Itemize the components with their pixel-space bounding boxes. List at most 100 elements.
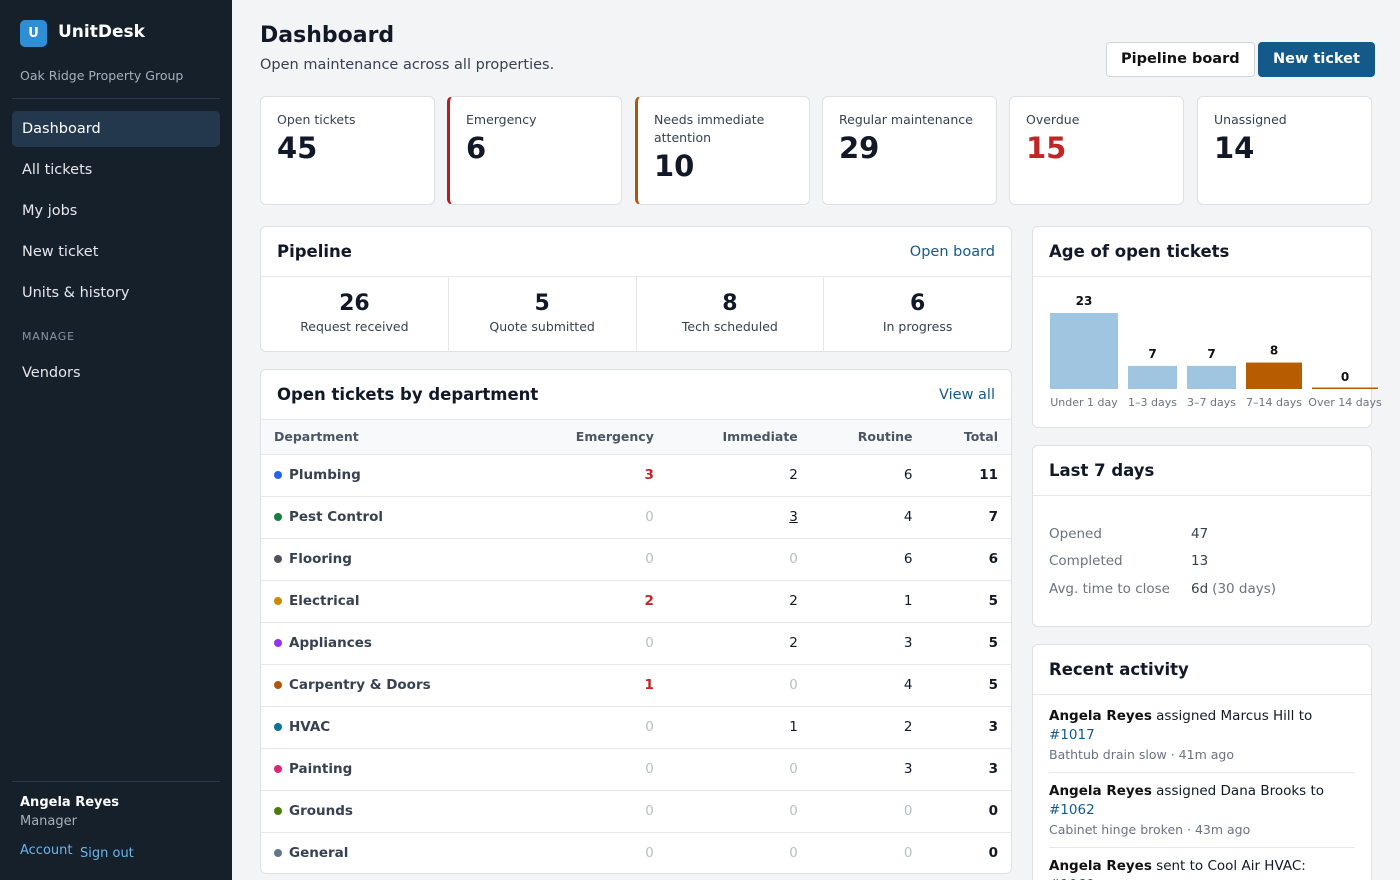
bar	[1246, 362, 1302, 389]
panel-header: Pipeline Open board	[261, 227, 1011, 277]
count: 6	[903, 551, 913, 567]
color-dot	[274, 639, 282, 647]
count-cell: 0	[519, 790, 667, 833]
panel-title: Last 7 days	[1049, 461, 1155, 480]
user-link[interactable]: Sign out	[80, 846, 134, 861]
stat-value: 10	[654, 149, 695, 183]
count: 3	[789, 509, 798, 525]
user-link[interactable]: Account	[20, 843, 73, 858]
department-label: Pest Control	[289, 509, 384, 525]
nav-item[interactable]: Units & history	[22, 285, 130, 301]
count: 5	[988, 635, 998, 651]
department-label: General	[289, 845, 349, 862]
panel-link[interactable]: View all	[939, 386, 995, 403]
department-row[interactable]: Appliances 0 2 3 5	[261, 622, 1011, 665]
count: 3	[903, 635, 913, 651]
stage-label: Quote submitted	[489, 319, 595, 334]
nav-item[interactable]: New ticket	[22, 244, 99, 260]
department-row[interactable]: Plumbing 3 2 6 11	[261, 454, 1011, 497]
bar-value: 23	[1076, 294, 1093, 308]
column-header: Emergency	[519, 420, 667, 455]
count-cell: 0	[519, 748, 667, 791]
panel-title: Open tickets by department	[277, 385, 539, 404]
nav-item[interactable]: My jobs	[22, 203, 78, 219]
department-label: Flooring	[289, 551, 352, 567]
count: 0	[645, 845, 654, 862]
activity-text: Angela Reyes assigned Dana Brooks to #10…	[1049, 782, 1355, 820]
logo: U	[20, 20, 47, 47]
count: 0	[903, 845, 913, 862]
count-cell: 2	[810, 706, 926, 749]
stat-card: Open tickets 45	[260, 96, 435, 205]
department-row[interactable]: HVAC 0 1 2 3	[261, 706, 1011, 749]
stage[interactable]: 5 Quote submitted	[447, 277, 636, 352]
ticket-link[interactable]: #1062	[1049, 802, 1095, 818]
stat-card: Needs immediate attention 10	[635, 96, 810, 205]
department-row[interactable]: Painting 0 0 3 3	[261, 748, 1011, 791]
bar-label: 7–14 days	[1246, 396, 1302, 409]
page-subtitle: Open maintenance across all properties.	[260, 57, 555, 73]
bar-value: 7	[1148, 347, 1156, 361]
count-cell: 3	[810, 622, 926, 665]
column-header: Department	[261, 420, 519, 455]
department-label: Electrical	[289, 593, 360, 609]
stat-card: Unassigned 14	[1197, 96, 1372, 205]
bar-value: 8	[1270, 344, 1278, 358]
department-name: Painting	[261, 748, 519, 791]
column-header: Immediate	[666, 420, 811, 455]
department-row[interactable]: Grounds 0 0 0 0	[261, 790, 1011, 833]
button[interactable]: Pipeline board	[1106, 42, 1255, 77]
stage[interactable]: 6 In progress	[823, 277, 1011, 352]
panel-title: Recent activity	[1049, 660, 1189, 679]
ticket-link[interactable]: #1060	[1049, 877, 1095, 880]
stat-row: Completed 13	[1049, 548, 1355, 576]
value: 13	[1191, 553, 1209, 570]
stage-count: 8	[722, 291, 738, 316]
count: 3	[988, 719, 998, 735]
stat-label: Unassigned	[1214, 112, 1287, 127]
nav-item[interactable]: All tickets	[22, 162, 93, 178]
department-row[interactable]: Electrical 2 2 1 5	[261, 580, 1011, 623]
department-name: Pest Control	[261, 496, 519, 539]
count: 0	[645, 509, 654, 525]
stat-key: Avg. time to close	[1049, 580, 1170, 597]
count-cell: 6	[810, 538, 926, 581]
age-panel: Age of open tickets 23 Under 1 day 7 1–3 day…	[1032, 226, 1382, 428]
count-cell: 7	[925, 496, 1011, 539]
panel-link[interactable]: Open board	[909, 243, 995, 260]
count-cell: 5	[925, 580, 1011, 623]
nav-item[interactable]: Dashboard	[12, 111, 220, 147]
nav-item[interactable]: Vendors	[22, 365, 81, 381]
panel-header: Open tickets by department View all	[261, 370, 1011, 420]
stage[interactable]: 8 Tech scheduled	[635, 277, 824, 352]
count: 0	[789, 845, 798, 862]
actor: Angela Reyes	[1049, 858, 1152, 874]
count: 4	[903, 677, 913, 693]
stage[interactable]: 26 Request received	[261, 277, 448, 352]
count: 0	[645, 551, 654, 567]
department-row[interactable]: General 0 0 0 0	[261, 832, 1011, 873]
color-dot	[274, 555, 282, 563]
count-cell: 0	[811, 832, 926, 873]
department-row[interactable]: Flooring 0 0 6 6	[261, 538, 1011, 581]
count: 7	[988, 509, 998, 525]
stat-card: Regular maintenance 29	[822, 96, 997, 205]
count: 1	[644, 677, 654, 693]
count-cell: 6	[810, 454, 926, 497]
bar-value: 0	[1341, 370, 1349, 384]
pipeline-panel: Pipeline Open board 26 Request received 5 Quo…	[260, 226, 1012, 352]
activity-panel: Recent activity Angela Reyes assigned Mar…	[1032, 644, 1372, 880]
department-row[interactable]: Pest Control 0 3 4 7	[261, 496, 1011, 539]
count: 0	[645, 803, 654, 819]
stat-label: Needs immediate attention	[654, 112, 765, 145]
stat-label: Overdue	[1026, 112, 1080, 127]
stat-val: 47	[1191, 526, 1208, 542]
department-row[interactable]: Carpentry & Doors 1 0 4 5	[261, 664, 1011, 707]
user-role: Manager	[20, 814, 77, 829]
department-name: General	[261, 832, 519, 873]
color-dot	[274, 597, 282, 605]
button[interactable]: New ticket	[1258, 42, 1375, 77]
ticket-link[interactable]: #1017	[1049, 727, 1095, 743]
count-cell: 0	[666, 538, 811, 581]
count: 1	[903, 593, 913, 609]
